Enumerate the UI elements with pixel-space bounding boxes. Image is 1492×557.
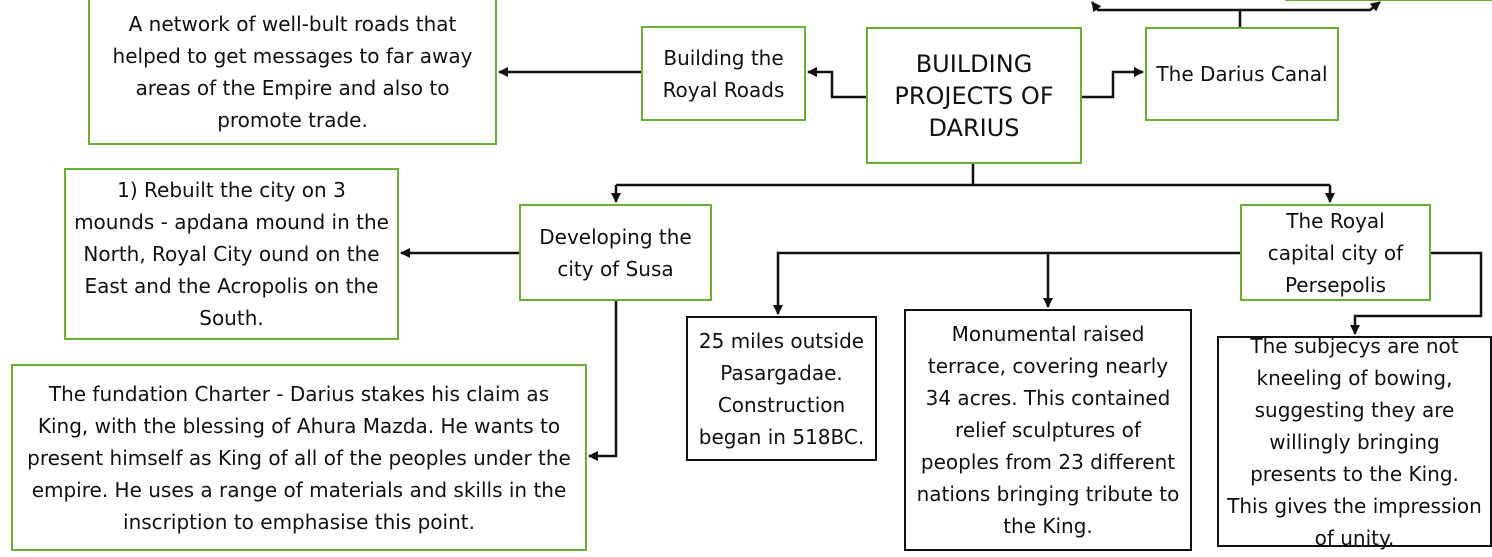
node: A network of well-bult roads that helped… <box>88 0 497 145</box>
connector <box>1091 1 1242 27</box>
node: The fundation Charter - Darius stakes hi… <box>11 364 587 551</box>
node: Monumental raised terrace, covering near… <box>904 309 1192 551</box>
node: The subjecys are not kneeling of bowing,… <box>1217 334 1492 550</box>
node: The Royal capital city of Persepolis <box>1240 204 1431 301</box>
connector <box>807 67 866 99</box>
node: The Darius Canal <box>1145 27 1339 121</box>
connector <box>1082 67 1144 99</box>
connector <box>1240 1 1381 12</box>
connector <box>588 301 618 461</box>
connector <box>1350 251 1483 335</box>
node: Developing the city of Susa <box>519 204 712 301</box>
connector <box>773 251 1240 315</box>
node: 1) Rebuilt the city on 3 mounds - apdana… <box>64 168 399 340</box>
offscreen-box <box>1285 0 1492 1</box>
node: 25 miles outside Pasargadae. Constructio… <box>686 316 877 461</box>
central-node: BUILDING PROJECTS OF DARIUS <box>866 27 1082 164</box>
node: Building the Royal Roads <box>641 26 806 121</box>
